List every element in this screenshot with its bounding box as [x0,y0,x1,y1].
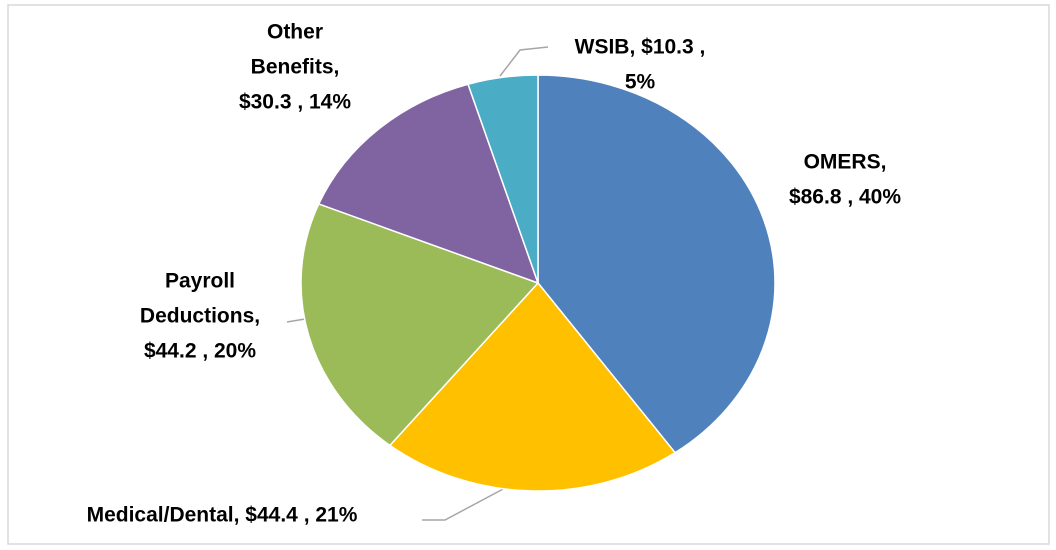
data-label: Payroll [165,270,235,293]
leader-line [286,318,306,323]
data-label: WSIB, $10.3 , [575,36,706,59]
data-label: $44.2 , 20% [144,340,256,363]
leader-line [499,46,549,77]
data-label: Benefits, [251,56,340,79]
data-label: $86.8 , 40% [789,186,901,209]
data-label: 5% [625,71,656,94]
pie-slice [300,203,540,447]
leader-line [422,487,506,521]
pie-slice [537,74,776,454]
pie-slice [467,74,539,284]
data-label: Deductions, [140,305,260,328]
pie-slice [388,281,677,492]
data-label: Other [267,21,323,44]
data-label: Medical/Dental, $44.4 , 21% [87,504,358,527]
pie-slice [317,83,540,285]
data-label: OMERS, [804,151,887,174]
data-label: $30.3 , 14% [239,91,351,114]
